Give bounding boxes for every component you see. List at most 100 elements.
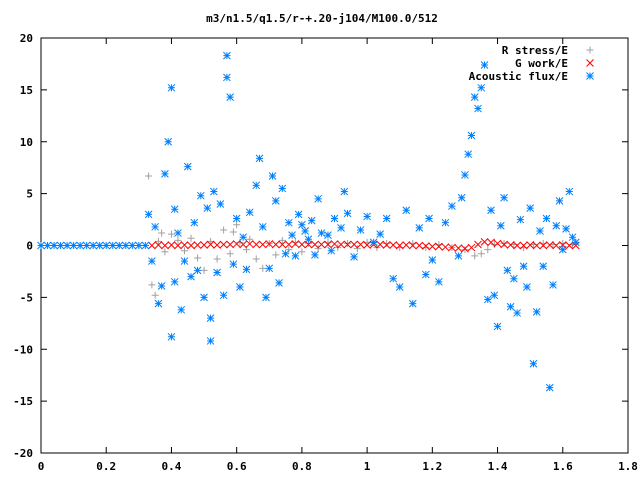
data-point — [170, 277, 179, 286]
data-point — [519, 241, 528, 250]
data-point — [301, 227, 310, 235]
data-point — [206, 314, 215, 322]
x-tick-label: 0.4 — [162, 460, 182, 473]
data-point — [500, 239, 508, 247]
data-point — [539, 241, 548, 250]
data-point — [268, 172, 277, 180]
data-point — [226, 250, 234, 258]
data-point — [558, 245, 567, 254]
data-point — [167, 230, 175, 238]
data-point — [513, 309, 521, 317]
data-point — [441, 243, 450, 251]
data-point — [128, 241, 137, 250]
data-point — [402, 206, 411, 215]
data-point — [337, 224, 345, 232]
data-point — [285, 246, 293, 254]
x-tick-label: 1.8 — [618, 460, 638, 473]
y-tick-label: 10 — [20, 136, 33, 149]
data-point — [284, 218, 293, 227]
data-point — [193, 266, 202, 275]
data-point — [219, 291, 228, 300]
data-point — [506, 302, 515, 311]
data-point — [209, 187, 218, 196]
legend-marker — [586, 59, 594, 67]
data-point — [148, 281, 156, 289]
x-tick-label: 1 — [364, 460, 371, 473]
data-point — [252, 240, 261, 249]
data-point — [259, 264, 267, 272]
data-point — [298, 248, 306, 256]
data-point — [271, 197, 280, 205]
data-point — [242, 265, 251, 274]
data-point — [82, 241, 91, 250]
data-point — [503, 266, 512, 275]
data-point — [148, 241, 156, 250]
data-point — [382, 214, 391, 223]
data-point — [252, 181, 261, 190]
data-point — [102, 241, 111, 250]
data-point — [180, 257, 189, 265]
legend-label: G work/E — [515, 57, 568, 70]
y-tick-label: 5 — [26, 188, 33, 201]
data-point — [565, 241, 574, 250]
data-point — [154, 237, 162, 245]
data-point — [275, 278, 283, 287]
data-point — [239, 233, 248, 242]
data-point — [170, 205, 179, 214]
data-point — [284, 240, 293, 249]
data-point — [565, 187, 574, 196]
legend-label: Acoustic flux/E — [469, 70, 568, 83]
axis-ticks: 0 0.2 0.4 0.6 0.8 1 1.2 1.4 1.6 1.8 20 15 10 5 0 -5 -10 -… — [13, 32, 638, 473]
data-point — [307, 216, 316, 225]
data-point — [500, 240, 508, 249]
series-1 — [148, 238, 580, 253]
data-point — [363, 241, 371, 249]
data-point — [271, 240, 280, 249]
data-point — [480, 61, 489, 69]
data-point — [157, 282, 166, 290]
data-point — [470, 93, 479, 101]
data-point — [343, 240, 352, 249]
data-point — [552, 221, 561, 230]
data-point — [415, 241, 424, 250]
data-point — [193, 241, 202, 249]
data-point — [291, 252, 300, 260]
data-point — [187, 234, 195, 242]
data-point — [200, 241, 208, 249]
data-point — [350, 240, 358, 249]
data-point — [330, 214, 339, 223]
data-point — [229, 228, 237, 236]
data-point — [216, 200, 225, 208]
data-point — [272, 251, 280, 259]
data-point — [376, 230, 385, 238]
data-point — [108, 241, 117, 250]
data-point — [474, 240, 482, 249]
data-point — [454, 244, 463, 252]
data-point — [484, 246, 492, 254]
data-point — [258, 222, 267, 231]
data-point — [317, 229, 326, 237]
chart-title: m3/n1.5/q1.5/r-+.20-j104/M100.0/512 — [206, 12, 438, 25]
data-point — [493, 239, 502, 248]
data-point — [461, 171, 469, 179]
data-point — [532, 308, 541, 316]
data-point — [487, 238, 495, 247]
data-point — [536, 227, 544, 235]
data-point — [121, 241, 130, 250]
data-point — [50, 241, 58, 250]
data-point — [464, 150, 473, 159]
x-tick-label: 1.6 — [553, 460, 573, 473]
data-point — [457, 193, 466, 202]
x-tick-label: 1.4 — [488, 460, 508, 473]
data-point — [506, 241, 515, 249]
data-point — [314, 245, 322, 253]
series-2 — [37, 51, 580, 392]
data-point — [376, 240, 385, 249]
data-point — [314, 194, 323, 203]
data-point — [555, 197, 564, 205]
data-point — [255, 154, 264, 163]
data-point — [245, 240, 254, 248]
data-point — [177, 305, 186, 314]
data-point — [200, 266, 208, 274]
data-point — [383, 239, 391, 247]
